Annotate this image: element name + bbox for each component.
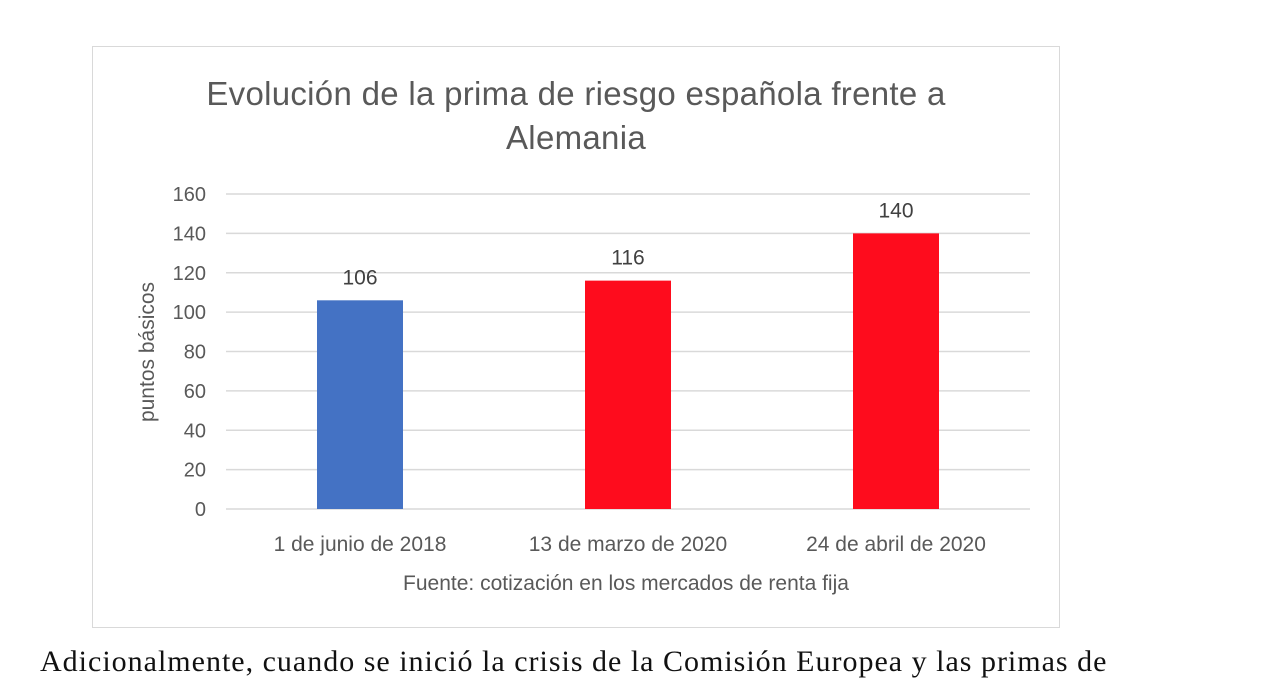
data-labels: 106 116 140 xyxy=(342,199,913,289)
bar xyxy=(853,233,939,509)
y-tick-label: 100 xyxy=(173,302,206,324)
y-tick-label: 20 xyxy=(184,460,206,482)
chart-title-line-1: Evolución de la prima de riesgo española… xyxy=(206,75,946,112)
y-tick-label: 120 xyxy=(173,263,206,285)
body-text-fragment: Adicionalmente, cuando se inició la cris… xyxy=(40,645,1108,678)
chart-title: Evolución de la prima de riesgo española… xyxy=(0,72,1152,160)
y-tick-label: 140 xyxy=(173,223,206,245)
bar xyxy=(317,300,403,509)
y-tick-label: 160 xyxy=(173,184,206,206)
y-tick-label: 60 xyxy=(184,381,206,403)
x-axis-title: Fuente: cotización en los mercados de re… xyxy=(403,572,849,595)
bars xyxy=(317,233,939,509)
x-category-label: 13 de marzo de 2020 xyxy=(529,533,727,556)
chart-title-line-2: Alemania xyxy=(506,119,646,156)
y-tick-label: 0 xyxy=(195,499,206,521)
y-axis-title: puntos básicos xyxy=(136,282,159,422)
y-tick-label: 40 xyxy=(184,420,206,442)
x-axis-categories: 1 de junio de 2018 13 de marzo de 2020 24 … xyxy=(274,533,986,556)
x-category-label: 1 de junio de 2018 xyxy=(274,533,447,556)
x-category-label: 24 de abril de 2020 xyxy=(806,533,986,556)
bar xyxy=(585,280,671,509)
data-label: 140 xyxy=(878,199,913,222)
data-label: 106 xyxy=(342,266,377,289)
y-tick-label: 80 xyxy=(184,342,206,364)
y-axis-ticks: 0 20 40 60 80 100 120 140 160 xyxy=(173,184,206,521)
data-label: 116 xyxy=(611,247,644,270)
